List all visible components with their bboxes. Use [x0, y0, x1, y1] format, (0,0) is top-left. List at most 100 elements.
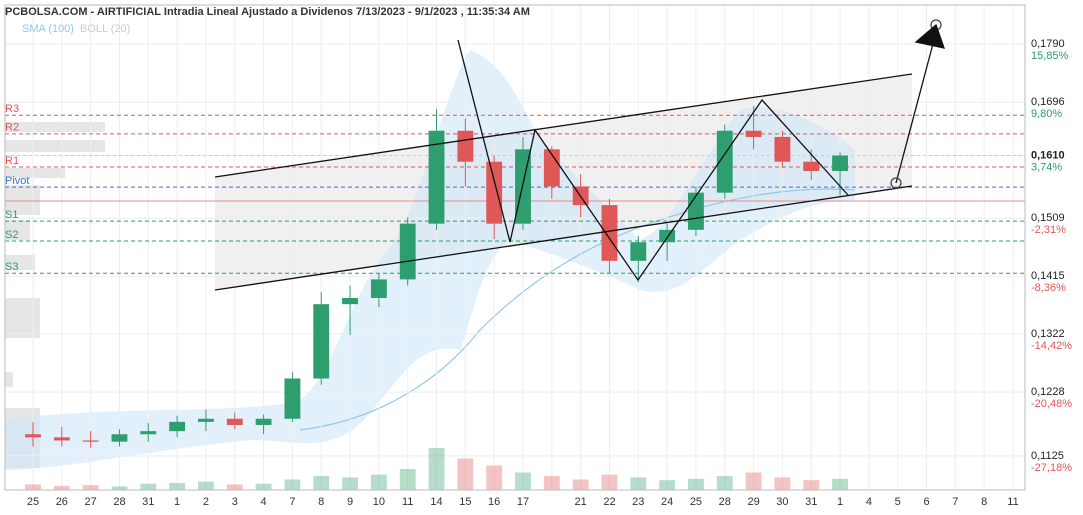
- pivot-label: R1: [5, 155, 19, 167]
- candle-body: [457, 130, 474, 162]
- volume-bar: [457, 458, 474, 490]
- y-tick-pct: -2,31%: [1031, 224, 1066, 236]
- volume-bar: [226, 484, 243, 490]
- sma-line: [299, 188, 856, 431]
- pivot-label: R2: [5, 122, 19, 134]
- candle-body: [226, 418, 243, 425]
- x-tick-label: 5: [895, 496, 901, 508]
- candle-body: [255, 418, 272, 425]
- volume-bar: [82, 485, 99, 490]
- volume-bar: [774, 477, 791, 490]
- candle-body: [82, 440, 99, 442]
- y-tick-pct: -27,18%: [1031, 462, 1072, 474]
- candle-body: [486, 161, 503, 224]
- y-tick-pct: -14,42%: [1031, 340, 1072, 352]
- x-tick-label: 26: [56, 496, 68, 508]
- x-tick-label: 1: [837, 496, 843, 508]
- volume-bar: [255, 483, 272, 490]
- candle-body: [630, 242, 647, 261]
- candle-body: [111, 434, 128, 442]
- y-tick-label: 0,1790: [1031, 38, 1065, 50]
- pivot-label: S2: [5, 229, 18, 241]
- volume-bar: [111, 486, 128, 490]
- x-tick-label: 28: [719, 496, 731, 508]
- volume-bar: [716, 476, 733, 490]
- y-tick-label: 0,1415: [1031, 270, 1065, 282]
- x-tick-label: 23: [632, 496, 644, 508]
- volume-bar: [428, 448, 445, 490]
- x-tick-label: 30: [776, 496, 788, 508]
- x-tick-label: 17: [517, 496, 529, 508]
- x-tick-label: 16: [488, 496, 500, 508]
- candle-body: [169, 421, 186, 432]
- y-tick-label: 0,1125: [1031, 450, 1064, 462]
- candle-body: [774, 136, 791, 162]
- x-tick-label: 31: [142, 496, 154, 508]
- y-tick-label: 0,1610: [1031, 149, 1065, 161]
- chart-title: PCBOLSA.COM - AIRTIFICIAL Intradia Linea…: [5, 6, 530, 18]
- volume-bar: [140, 483, 157, 490]
- candle-body: [140, 431, 157, 435]
- plot-frame: [4, 4, 1026, 491]
- x-tick-label: 21: [575, 496, 587, 508]
- volume-bar: [572, 479, 589, 490]
- candle-body: [53, 437, 70, 441]
- candle-body: [198, 418, 214, 422]
- y-tick-pct: 3,74%: [1031, 161, 1062, 173]
- volume-bar: [630, 477, 647, 490]
- x-tick-label: 3: [232, 496, 238, 508]
- volume-bar: [688, 478, 704, 490]
- x-tick-label: 24: [661, 496, 673, 508]
- x-tick-label: 29: [747, 496, 759, 508]
- y-tick-pct: -20,48%: [1031, 398, 1072, 410]
- candle-body: [342, 297, 358, 305]
- volume-bar: [543, 476, 560, 490]
- x-tick-label: 31: [805, 496, 817, 508]
- y-tick-pct: -8,36%: [1031, 282, 1066, 294]
- x-tick-label: 27: [85, 496, 97, 508]
- candle-body: [688, 192, 704, 230]
- volume-bar: [313, 476, 330, 490]
- grid: [5, 5, 1025, 490]
- volume-bar: [486, 465, 503, 490]
- volume-bar: [284, 479, 301, 490]
- drawings: [214, 19, 945, 291]
- candle-body: [803, 161, 820, 172]
- volume-bar: [342, 477, 358, 490]
- candle-body: [25, 434, 41, 438]
- volume-bar: [169, 483, 186, 490]
- x-tick-label: 8: [318, 496, 324, 508]
- candle-body: [716, 130, 733, 193]
- x-tick-label: 11: [402, 496, 413, 508]
- volume: [25, 448, 848, 490]
- y-tick-label: 0,1322: [1031, 328, 1065, 340]
- candle-body: [370, 279, 387, 298]
- x-tick-label: 7: [952, 496, 958, 508]
- x-tick-label: 9: [347, 496, 353, 508]
- x-tick-label: 6: [923, 496, 929, 508]
- volume-bar: [25, 484, 41, 490]
- bollinger-band: [5, 50, 855, 470]
- candle-body: [543, 149, 560, 187]
- candle-body: [832, 155, 848, 172]
- volume-bar: [659, 480, 676, 490]
- volume-bar: [53, 485, 70, 490]
- candles: [25, 105, 848, 448]
- x-tick-label: 4: [866, 496, 872, 508]
- candle-body: [399, 223, 416, 280]
- volume-bar: [515, 472, 531, 490]
- candle-body: [659, 229, 676, 243]
- volume-bar: [198, 481, 214, 490]
- y-tick-label: 0,1696: [1031, 96, 1065, 108]
- y-tick-pct: 9,80%: [1031, 108, 1062, 120]
- volume-bar: [601, 474, 618, 490]
- candle-body: [745, 130, 762, 137]
- x-tick-label: 10: [373, 496, 385, 508]
- x-tick-label: 7: [289, 496, 295, 508]
- pivot-label: Pivot: [5, 175, 29, 187]
- last-price-box: [1028, 148, 1074, 163]
- legend-entry: SMA (100): [22, 23, 74, 35]
- y-tick-label: 0,1509: [1031, 212, 1065, 224]
- volume-bar: [745, 472, 762, 490]
